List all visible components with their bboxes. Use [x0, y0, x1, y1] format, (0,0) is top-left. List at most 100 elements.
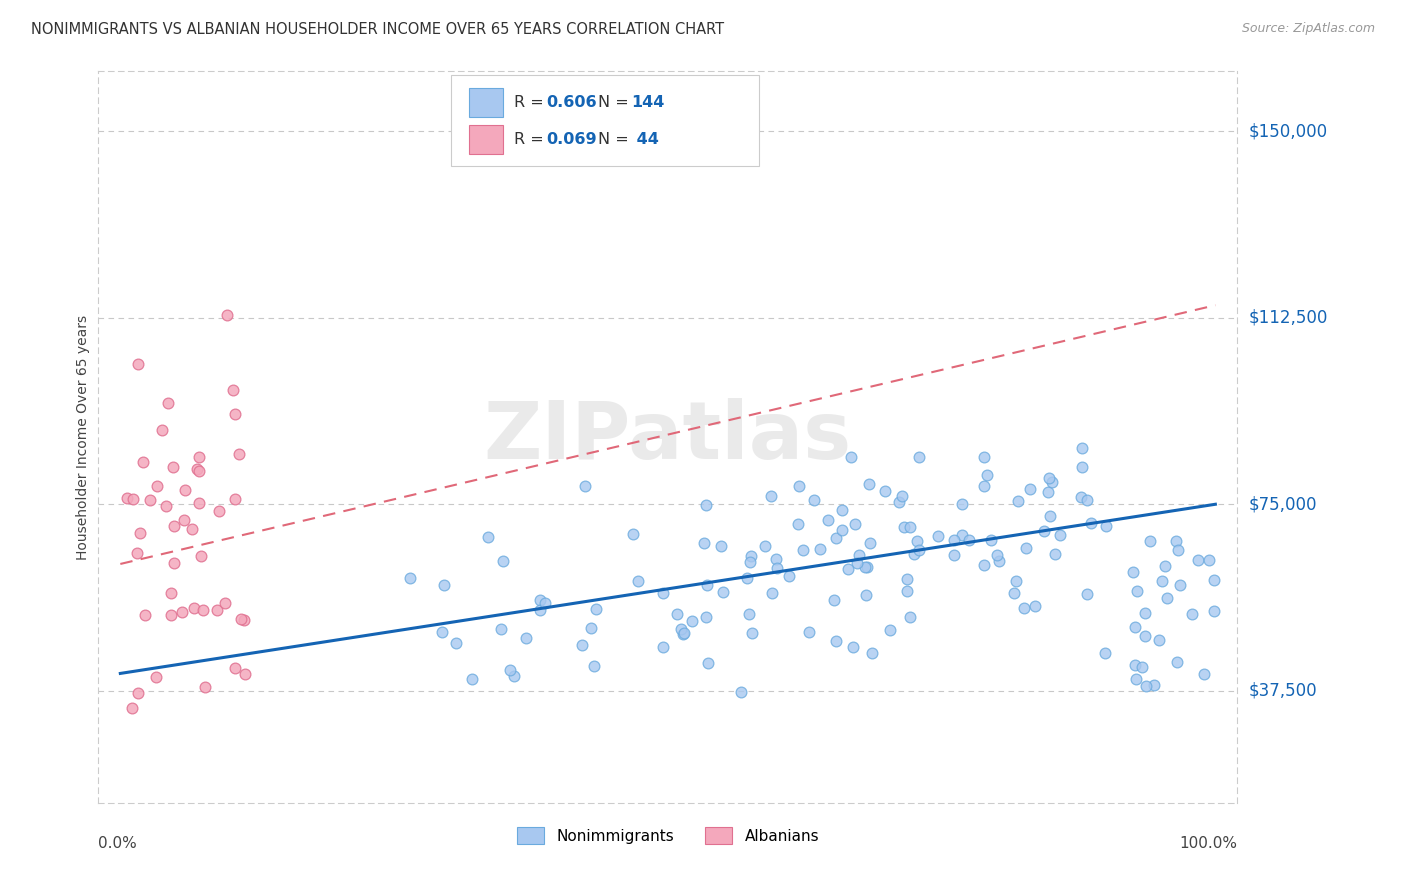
- Point: [159, 608, 181, 623]
- Point: [233, 667, 256, 681]
- Point: [1202, 573, 1225, 587]
- Point: [908, 542, 931, 557]
- Text: Source: ZipAtlas.com: Source: ZipAtlas.com: [1241, 22, 1375, 36]
- Point: [1076, 492, 1098, 507]
- Point: [695, 610, 717, 624]
- Point: [127, 686, 149, 700]
- Point: [778, 568, 800, 582]
- Text: 0.0%: 0.0%: [98, 836, 138, 851]
- Point: [681, 614, 703, 628]
- Point: [839, 450, 862, 464]
- Point: [162, 460, 184, 475]
- Point: [188, 464, 211, 478]
- Point: [1167, 543, 1189, 558]
- Point: [856, 560, 879, 574]
- Point: [115, 491, 138, 506]
- Point: [121, 701, 143, 715]
- Point: [735, 571, 758, 585]
- Point: [621, 526, 644, 541]
- Point: [430, 625, 453, 640]
- Point: [122, 492, 145, 507]
- Point: [1143, 678, 1166, 692]
- Point: [1135, 679, 1157, 693]
- Point: [823, 592, 845, 607]
- Point: [155, 499, 177, 513]
- Point: [173, 483, 195, 497]
- Text: R =: R =: [515, 95, 548, 110]
- Point: [1039, 508, 1062, 523]
- Point: [1139, 534, 1161, 549]
- Point: [1170, 577, 1192, 591]
- Point: [145, 479, 167, 493]
- Point: [986, 548, 1008, 562]
- Point: [1122, 565, 1144, 579]
- Point: [950, 528, 973, 542]
- Point: [1152, 574, 1174, 588]
- Point: [433, 578, 456, 592]
- Point: [873, 484, 896, 499]
- Point: [1024, 599, 1046, 613]
- Point: [515, 631, 537, 645]
- Point: [898, 520, 921, 534]
- Point: [1125, 672, 1147, 686]
- Text: 100.0%: 100.0%: [1180, 836, 1237, 851]
- Point: [224, 492, 246, 507]
- Point: [792, 542, 814, 557]
- Point: [231, 612, 253, 626]
- Point: [908, 450, 931, 464]
- Point: [973, 558, 995, 573]
- Point: [582, 659, 605, 673]
- Point: [942, 548, 965, 562]
- Point: [1125, 658, 1147, 673]
- Point: [1181, 607, 1204, 621]
- Point: [191, 603, 214, 617]
- Point: [651, 586, 673, 600]
- Point: [887, 494, 910, 508]
- Point: [671, 623, 693, 637]
- Point: [976, 468, 998, 483]
- Point: [844, 517, 866, 532]
- Point: [711, 585, 734, 599]
- Point: [160, 586, 183, 600]
- Point: [950, 497, 973, 511]
- Point: [738, 555, 761, 569]
- Point: [1080, 516, 1102, 530]
- Point: [1070, 441, 1092, 455]
- Point: [585, 601, 607, 615]
- Point: [1071, 460, 1094, 475]
- Point: [1076, 587, 1098, 601]
- Point: [1154, 558, 1177, 573]
- Text: 144: 144: [631, 95, 665, 110]
- Point: [671, 627, 693, 641]
- Point: [652, 640, 675, 654]
- Point: [1040, 475, 1063, 489]
- Point: [860, 647, 883, 661]
- Point: [859, 535, 882, 549]
- Text: 44: 44: [631, 132, 659, 147]
- Point: [797, 624, 820, 639]
- Point: [817, 512, 839, 526]
- Legend: Nonimmigrants, Albanians: Nonimmigrants, Albanians: [510, 822, 825, 850]
- Point: [444, 636, 467, 650]
- Point: [1019, 482, 1042, 496]
- Point: [808, 541, 831, 556]
- Point: [224, 661, 246, 675]
- Point: [943, 533, 966, 547]
- Point: [1202, 604, 1225, 618]
- Point: [529, 603, 551, 617]
- Point: [903, 548, 925, 562]
- Point: [803, 492, 825, 507]
- Point: [765, 552, 787, 566]
- Point: [1187, 553, 1209, 567]
- Point: [1094, 647, 1116, 661]
- Point: [534, 597, 557, 611]
- Point: [491, 622, 513, 636]
- Point: [896, 584, 918, 599]
- Point: [855, 588, 877, 602]
- Text: 0.069: 0.069: [546, 132, 596, 147]
- Point: [163, 519, 186, 533]
- Point: [879, 623, 901, 637]
- Point: [1198, 553, 1220, 567]
- Point: [492, 553, 515, 567]
- Point: [1033, 524, 1056, 538]
